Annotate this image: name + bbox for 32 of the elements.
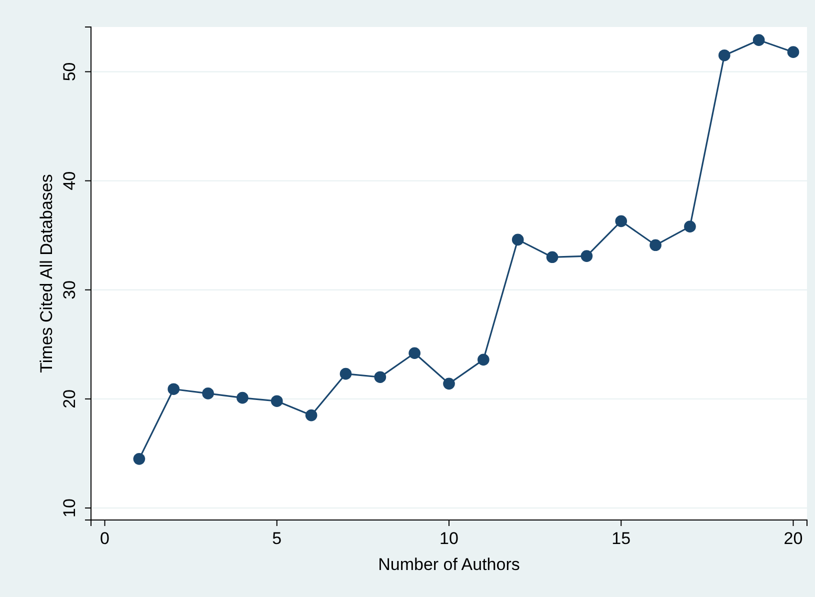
x-tick-label: 10 [440, 529, 458, 548]
point [787, 46, 800, 58]
point [580, 250, 593, 262]
point [305, 409, 318, 422]
point [202, 388, 214, 400]
point [168, 383, 180, 396]
y-tick-label: 20 [60, 389, 79, 408]
y-tick-label: 10 [60, 498, 79, 518]
point [684, 220, 696, 233]
point [650, 239, 662, 252]
point [512, 234, 524, 246]
point [408, 347, 420, 360]
y-tick-label: 40 [60, 171, 79, 190]
point [340, 368, 352, 380]
y-axis-title: Times Cited All Databases [37, 174, 56, 373]
x-axis-title: Number of Authors [378, 555, 520, 574]
x-tick-label: 5 [272, 529, 282, 548]
x-tick-label: 20 [784, 529, 803, 548]
x-tick-label: 0 [100, 529, 110, 548]
point [546, 251, 558, 264]
point [752, 34, 765, 46]
point [718, 49, 730, 62]
y-tick-label: 50 [60, 62, 79, 82]
y-tick-label: 30 [60, 280, 79, 300]
point [478, 354, 490, 366]
point [443, 378, 455, 390]
x-tick-label: 15 [612, 529, 631, 548]
point [270, 395, 283, 408]
point [374, 371, 386, 384]
point [236, 392, 248, 404]
point [133, 453, 146, 465]
point [615, 215, 628, 228]
